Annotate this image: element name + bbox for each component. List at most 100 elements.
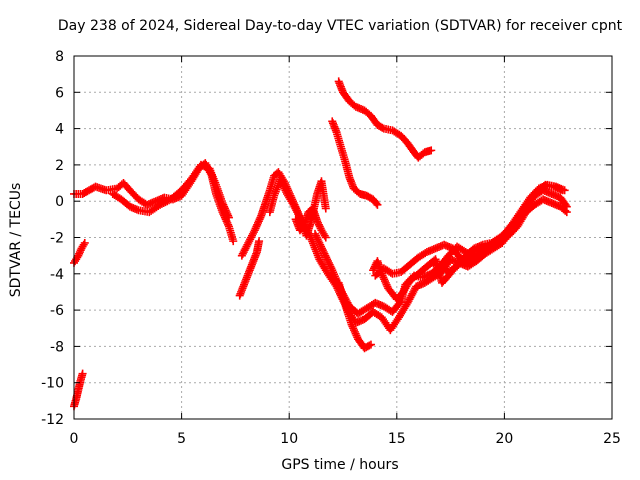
data-point — [366, 340, 375, 349]
marker-fill — [297, 222, 308, 233]
marker-fill — [411, 149, 422, 161]
series-track-deep-b — [311, 195, 571, 318]
data-point — [321, 204, 330, 213]
marker-fill — [368, 113, 381, 128]
marker-fill — [523, 193, 538, 211]
marker-fill — [387, 315, 402, 333]
marker-fill — [189, 162, 204, 180]
marker-fill — [337, 144, 349, 164]
chart-title: Day 238 of 2024, Sidereal Day-to-day VTE… — [57, 18, 623, 34]
marker-fill — [362, 107, 374, 119]
data-point — [255, 237, 264, 246]
marker-fill — [557, 195, 570, 210]
x-tick-label: 20 — [495, 431, 513, 447]
marker-fill — [445, 262, 460, 279]
marker-fill — [71, 253, 82, 266]
marker-fill — [110, 191, 124, 203]
marker-fill — [317, 179, 330, 211]
data-point — [560, 186, 569, 195]
data-point — [276, 175, 285, 184]
marker-fill — [505, 218, 521, 235]
marker-fill — [364, 192, 376, 203]
marker-fill — [341, 159, 353, 180]
series-track-high — [334, 77, 436, 162]
marker-fill — [557, 204, 570, 215]
marker-fill — [178, 175, 196, 193]
marker-fill — [439, 273, 452, 286]
marker-fill — [277, 177, 291, 197]
data-point — [311, 229, 320, 238]
marker-fill — [238, 240, 252, 258]
marker-fill — [357, 190, 370, 200]
marker-fill — [416, 249, 430, 261]
marker-fill — [76, 371, 87, 384]
marker-fill — [348, 322, 362, 342]
marker-fill — [407, 254, 421, 268]
marker-fill — [219, 200, 233, 220]
marker-fill — [545, 181, 558, 191]
series-track-late-c — [369, 244, 487, 304]
marker-fill — [375, 121, 387, 132]
marker-fill — [335, 280, 351, 313]
data-point — [218, 199, 227, 208]
marker-fill — [422, 274, 436, 286]
data-points — [70, 77, 571, 411]
marker-fill — [449, 245, 465, 262]
marker-fill — [454, 243, 468, 255]
marker-fill — [415, 263, 430, 277]
marker-fill — [333, 130, 345, 149]
marker-fill — [432, 257, 446, 285]
marker-fill — [127, 187, 142, 202]
data-point — [80, 238, 89, 247]
grid-lines — [74, 56, 612, 419]
y-tick-label: 6 — [55, 85, 64, 101]
marker-fill — [114, 180, 126, 192]
series-track-early-low — [70, 369, 87, 411]
marker-fill — [396, 300, 411, 320]
marker-fill — [355, 305, 369, 317]
marker-fill — [314, 218, 325, 233]
marker-fill — [481, 239, 494, 249]
y-axis-label: SDTVAR / TECUs — [8, 182, 24, 298]
data-point — [427, 146, 436, 155]
x-tick-label: 25 — [603, 431, 621, 447]
marker-fill — [514, 206, 529, 224]
data-point — [250, 226, 259, 235]
series-track-early-mid — [70, 238, 89, 267]
marker-fill — [482, 245, 496, 257]
marker-fill — [316, 257, 331, 276]
marker-fill — [219, 209, 233, 229]
marker-fill — [400, 278, 413, 295]
data-point — [319, 248, 328, 257]
data-point — [562, 202, 571, 211]
marker-fill — [362, 341, 374, 352]
marker-fill — [467, 252, 482, 266]
y-tick-label: 0 — [55, 194, 64, 210]
marker-fill — [157, 196, 174, 208]
marker-fill — [168, 187, 185, 203]
marker-fill — [390, 127, 404, 139]
marker-fill — [86, 183, 98, 194]
x-tick-label: 15 — [388, 431, 406, 447]
marker-fill — [284, 191, 297, 208]
x-axis-label: GPS time / hours — [281, 457, 399, 473]
marker-fill — [347, 98, 359, 110]
marker-fill — [70, 396, 80, 409]
marker-fill — [340, 89, 353, 104]
y-tick-label: 2 — [55, 158, 64, 174]
marker-fill — [75, 246, 85, 258]
marker-fill — [245, 228, 258, 246]
marker-fill — [225, 224, 237, 244]
marker-fill — [290, 202, 304, 220]
marker-fill — [311, 231, 327, 255]
marker-fill — [344, 307, 359, 325]
data-point — [229, 237, 238, 246]
marker-fill — [206, 166, 220, 187]
y-tick-label: -12 — [41, 412, 64, 428]
marker-fill — [491, 240, 505, 252]
marker-fill — [80, 187, 92, 198]
data-point — [78, 369, 87, 378]
marker-fill — [398, 133, 411, 146]
